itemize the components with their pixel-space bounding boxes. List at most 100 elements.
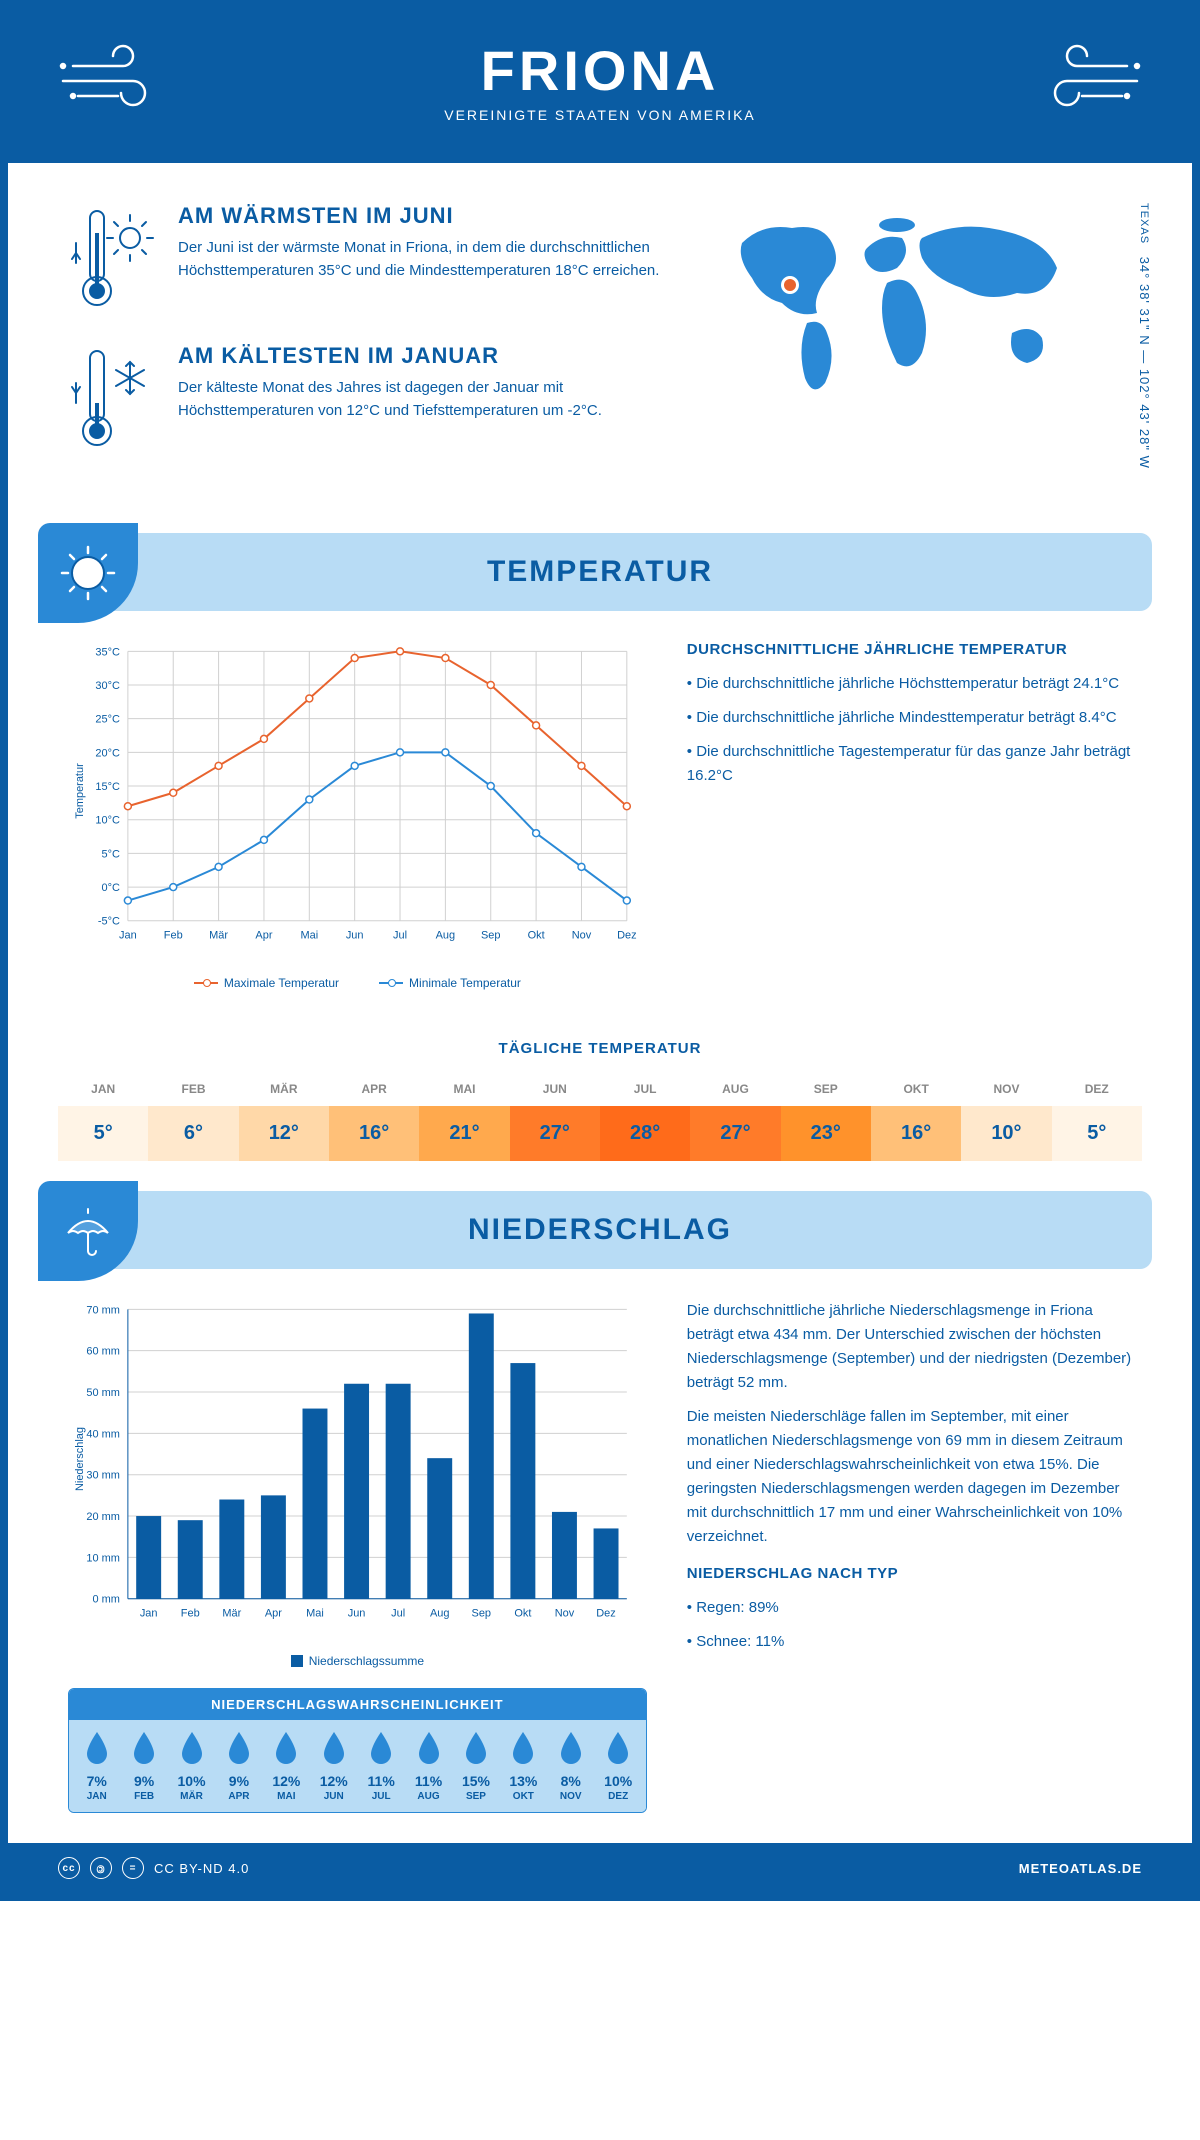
temperature-line-chart: -5°C0°C5°C10°C15°C20°C25°C30°C35°CJanFeb… [68, 641, 647, 961]
footer-site: METEOATLAS.DE [1019, 1861, 1142, 1876]
warmest-text: AM WÄRMSTEN IM JUNI Der Juni ist der wär… [178, 203, 672, 313]
umbrella-icon-wrap [38, 1181, 138, 1281]
temp-legend: .legend-item:nth-child(1) .legend-line::… [68, 976, 647, 990]
precipitation-bar-chart: 0 mm 10 mm 20 mm 30 mm 40 mm 50 mm 60 mm 70 mm N… [68, 1299, 647, 1639]
prob-cell: 15%SEP [452, 1730, 499, 1802]
header: FRIONA VEREINIGTE STAATEN VON AMERIKA [8, 8, 1192, 163]
footer: cc 🄯 = CC BY-ND 4.0 METEOATLAS.DE [8, 1843, 1192, 1893]
svg-text:Dez: Dez [617, 930, 637, 942]
svg-text:10 mm: 10 mm [86, 1552, 120, 1564]
svg-text:Jun: Jun [348, 1608, 366, 1620]
svg-text:Nov: Nov [555, 1608, 575, 1620]
svg-text:15°C: 15°C [95, 781, 120, 793]
precip-types: Regen: 89%Schnee: 11% [687, 1596, 1132, 1654]
daily-temp-cell: DEZ5° [1052, 1072, 1142, 1161]
svg-text:Sep: Sep [472, 1608, 492, 1620]
page-subtitle: VEREINIGTE STAATEN VON AMERIKA [178, 107, 1022, 123]
svg-text:60 mm: 60 mm [86, 1346, 120, 1358]
svg-text:Feb: Feb [164, 930, 183, 942]
license-text: CC BY-ND 4.0 [154, 1861, 249, 1876]
svg-text:25°C: 25°C [95, 714, 120, 726]
header-center: FRIONA VEREINIGTE STAATEN VON AMERIKA [178, 38, 1022, 123]
svg-text:Apr: Apr [265, 1608, 282, 1620]
precipitation-header: NIEDERSCHLAG [48, 1191, 1152, 1269]
legend-max: .legend-item:nth-child(1) .legend-line::… [194, 976, 339, 990]
svg-text:Jul: Jul [393, 930, 407, 942]
precip-text-col: Die durchschnittliche jährliche Niedersc… [687, 1299, 1132, 1813]
svg-text:Aug: Aug [430, 1608, 450, 1620]
svg-text:Jun: Jun [346, 930, 364, 942]
daily-temp-cell: MÄR12° [239, 1072, 329, 1161]
svg-text:Aug: Aug [436, 930, 456, 942]
probability-box: NIEDERSCHLAGSWAHRSCHEINLICHKEIT 7%JAN9%F… [68, 1688, 647, 1813]
world-map-icon [712, 203, 1092, 403]
precip-text-2: Die meisten Niederschläge fallen im Sept… [687, 1405, 1132, 1549]
thermometer-cold-icon [68, 343, 158, 453]
prob-cell: 9%FEB [120, 1730, 167, 1802]
thermometer-hot-icon [68, 203, 158, 313]
daily-temp-cell: FEB6° [148, 1072, 238, 1161]
intro-left: AM WÄRMSTEN IM JUNI Der Juni ist der wär… [68, 203, 672, 483]
svg-text:Mär: Mär [222, 1608, 241, 1620]
svg-text:30 mm: 30 mm [86, 1470, 120, 1482]
svg-text:Mai: Mai [300, 930, 318, 942]
svg-text:20°C: 20°C [95, 747, 120, 759]
daily-temp-cell: OKT16° [871, 1072, 961, 1161]
warmest-block: AM WÄRMSTEN IM JUNI Der Juni ist der wär… [68, 203, 672, 313]
svg-text:Nov: Nov [572, 930, 592, 942]
svg-text:40 mm: 40 mm [86, 1428, 120, 1440]
prob-cell: 11%AUG [405, 1730, 452, 1802]
probability-row: 7%JAN9%FEB10%MÄR9%APR12%MAI12%JUN11%JUL1… [69, 1720, 646, 1812]
temp-text-col: DURCHSCHNITTLICHE JÄHRLICHE TEMPERATUR D… [687, 641, 1132, 990]
temperature-body: -5°C0°C5°C10°C15°C20°C25°C30°C35°CJanFeb… [8, 611, 1192, 1020]
intro-section: AM WÄRMSTEN IM JUNI Der Juni ist der wär… [8, 163, 1192, 513]
svg-text:5°C: 5°C [101, 848, 119, 860]
temp-chart-col: -5°C0°C5°C10°C15°C20°C25°C30°C35°CJanFeb… [68, 641, 647, 990]
wind-icon-right [1022, 41, 1142, 121]
prob-cell: 10%DEZ [594, 1730, 641, 1802]
umbrella-icon [58, 1201, 118, 1261]
svg-text:Mai: Mai [306, 1608, 324, 1620]
svg-text:Okt: Okt [528, 930, 545, 942]
warmest-title: AM WÄRMSTEN IM JUNI [178, 203, 672, 229]
precip-text-1: Die durchschnittliche jährliche Niedersc… [687, 1299, 1132, 1395]
svg-text:70 mm: 70 mm [86, 1304, 120, 1316]
precip-legend: Niederschlagssumme [68, 1654, 647, 1668]
daily-temp-title: TÄGLICHE TEMPERATUR [8, 1040, 1192, 1057]
svg-text:Temperatur: Temperatur [74, 763, 86, 819]
daily-temp-cell: MAI21° [419, 1072, 509, 1161]
precip-type-title: NIEDERSCHLAG NACH TYP [687, 1565, 1132, 1582]
prob-cell: 12%MAI [263, 1730, 310, 1802]
svg-text:0°C: 0°C [101, 882, 119, 894]
precipitation-body: 0 mm 10 mm 20 mm 30 mm 40 mm 50 mm 60 mm 70 mm N… [8, 1269, 1192, 1843]
page: FRIONA VEREINIGTE STAATEN VON AMERIKA [0, 0, 1200, 1901]
svg-text:0 mm: 0 mm [92, 1594, 119, 1606]
temp-bullets: Die durchschnittliche jährliche Höchstte… [687, 672, 1132, 788]
coldest-text: AM KÄLTESTEN IM JANUAR Der kälteste Mona… [178, 343, 672, 453]
probability-title: NIEDERSCHLAGSWAHRSCHEINLICHKEIT [69, 1689, 646, 1720]
daily-temp-cell: NOV10° [961, 1072, 1051, 1161]
svg-text:Apr: Apr [255, 930, 272, 942]
svg-text:Mär: Mär [209, 930, 228, 942]
coldest-block: AM KÄLTESTEN IM JANUAR Der kälteste Mona… [68, 343, 672, 453]
svg-text:-5°C: -5°C [98, 916, 120, 928]
prob-cell: 7%JAN [73, 1730, 120, 1802]
precipitation-title: NIEDERSCHLAG [48, 1213, 1152, 1247]
prob-cell: 13%OKT [500, 1730, 547, 1802]
temperature-header: TEMPERATUR [48, 533, 1152, 611]
legend-precip: Niederschlagssumme [291, 1654, 424, 1668]
prob-cell: 11%JUL [357, 1730, 404, 1802]
svg-text:20 mm: 20 mm [86, 1511, 120, 1523]
svg-text:Niederschlag: Niederschlag [74, 1427, 86, 1491]
footer-left: cc 🄯 = CC BY-ND 4.0 [58, 1857, 249, 1879]
daily-temp-cell: JUL28° [600, 1072, 690, 1161]
svg-text:Okt: Okt [514, 1608, 531, 1620]
coordinates: TEXAS 34° 38' 31" N — 102° 43' 28" W [1137, 203, 1152, 469]
region-label: TEXAS [1138, 203, 1150, 244]
svg-text:35°C: 35°C [95, 646, 120, 658]
coords-value: 34° 38' 31" N — 102° 43' 28" W [1137, 257, 1152, 469]
svg-text:Jul: Jul [391, 1608, 405, 1620]
avg-temp-title: DURCHSCHNITTLICHE JÄHRLICHE TEMPERATUR [687, 641, 1132, 658]
warmest-desc: Der Juni ist der wärmste Monat in Friona… [178, 237, 672, 282]
svg-text:50 mm: 50 mm [86, 1387, 120, 1399]
